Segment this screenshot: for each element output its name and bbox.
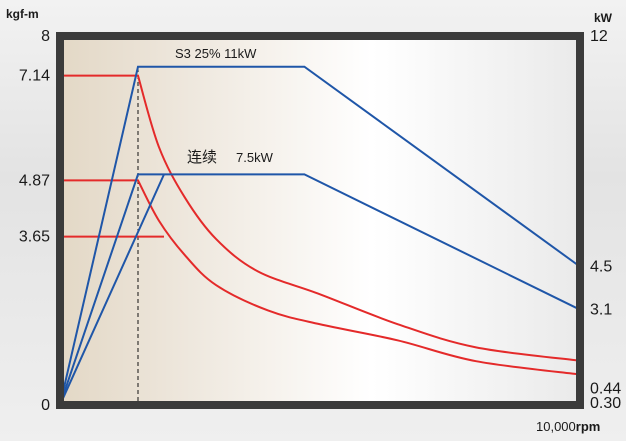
y-right-tick-label: 0.44 [590, 380, 621, 397]
y-right-tick-label: 4.5 [590, 259, 612, 276]
plot-background [60, 36, 580, 405]
y-left-tick-label: 3.65 [19, 229, 50, 246]
y-right-tick-label: 12 [590, 28, 608, 45]
y-right-tick-label: 0.30 [590, 395, 621, 412]
axis-labels: kgf-m kW S3 25% 11kW 连续 7.5kW 10,000rpm [6, 7, 613, 434]
x-end-value: 10,000 [536, 419, 576, 434]
s3-annotation: S3 25% 11kW [175, 46, 257, 61]
x-end-unit: rpm [576, 419, 601, 434]
torque-line-1 [60, 74, 581, 362]
power-line-1 [59, 65, 581, 406]
continuous-power-annotation: 7.5kW [236, 150, 274, 165]
y-right-unit: kW [594, 11, 613, 25]
x-end-label: 10,000rpm [536, 419, 600, 434]
y-left-unit: kgf-m [6, 7, 39, 21]
plot-frame [56, 32, 584, 409]
y-left-tick-label: 0 [41, 397, 50, 414]
y-right-tick-label: 3.1 [590, 302, 612, 319]
power-line-3 [59, 173, 165, 406]
power-line-2 [59, 173, 581, 406]
torque-line-2 [60, 179, 581, 376]
y-left-tick-label: 7.14 [19, 68, 50, 85]
y-left-tick-label: 8 [41, 28, 50, 45]
y-left-tick-label: 4.87 [19, 172, 50, 189]
plot-area: 0 3.65 4.87 7.14 8 0.300.44 3.1 4.5 12 [19, 28, 621, 414]
continuous-annotation: 连续 [187, 149, 217, 166]
